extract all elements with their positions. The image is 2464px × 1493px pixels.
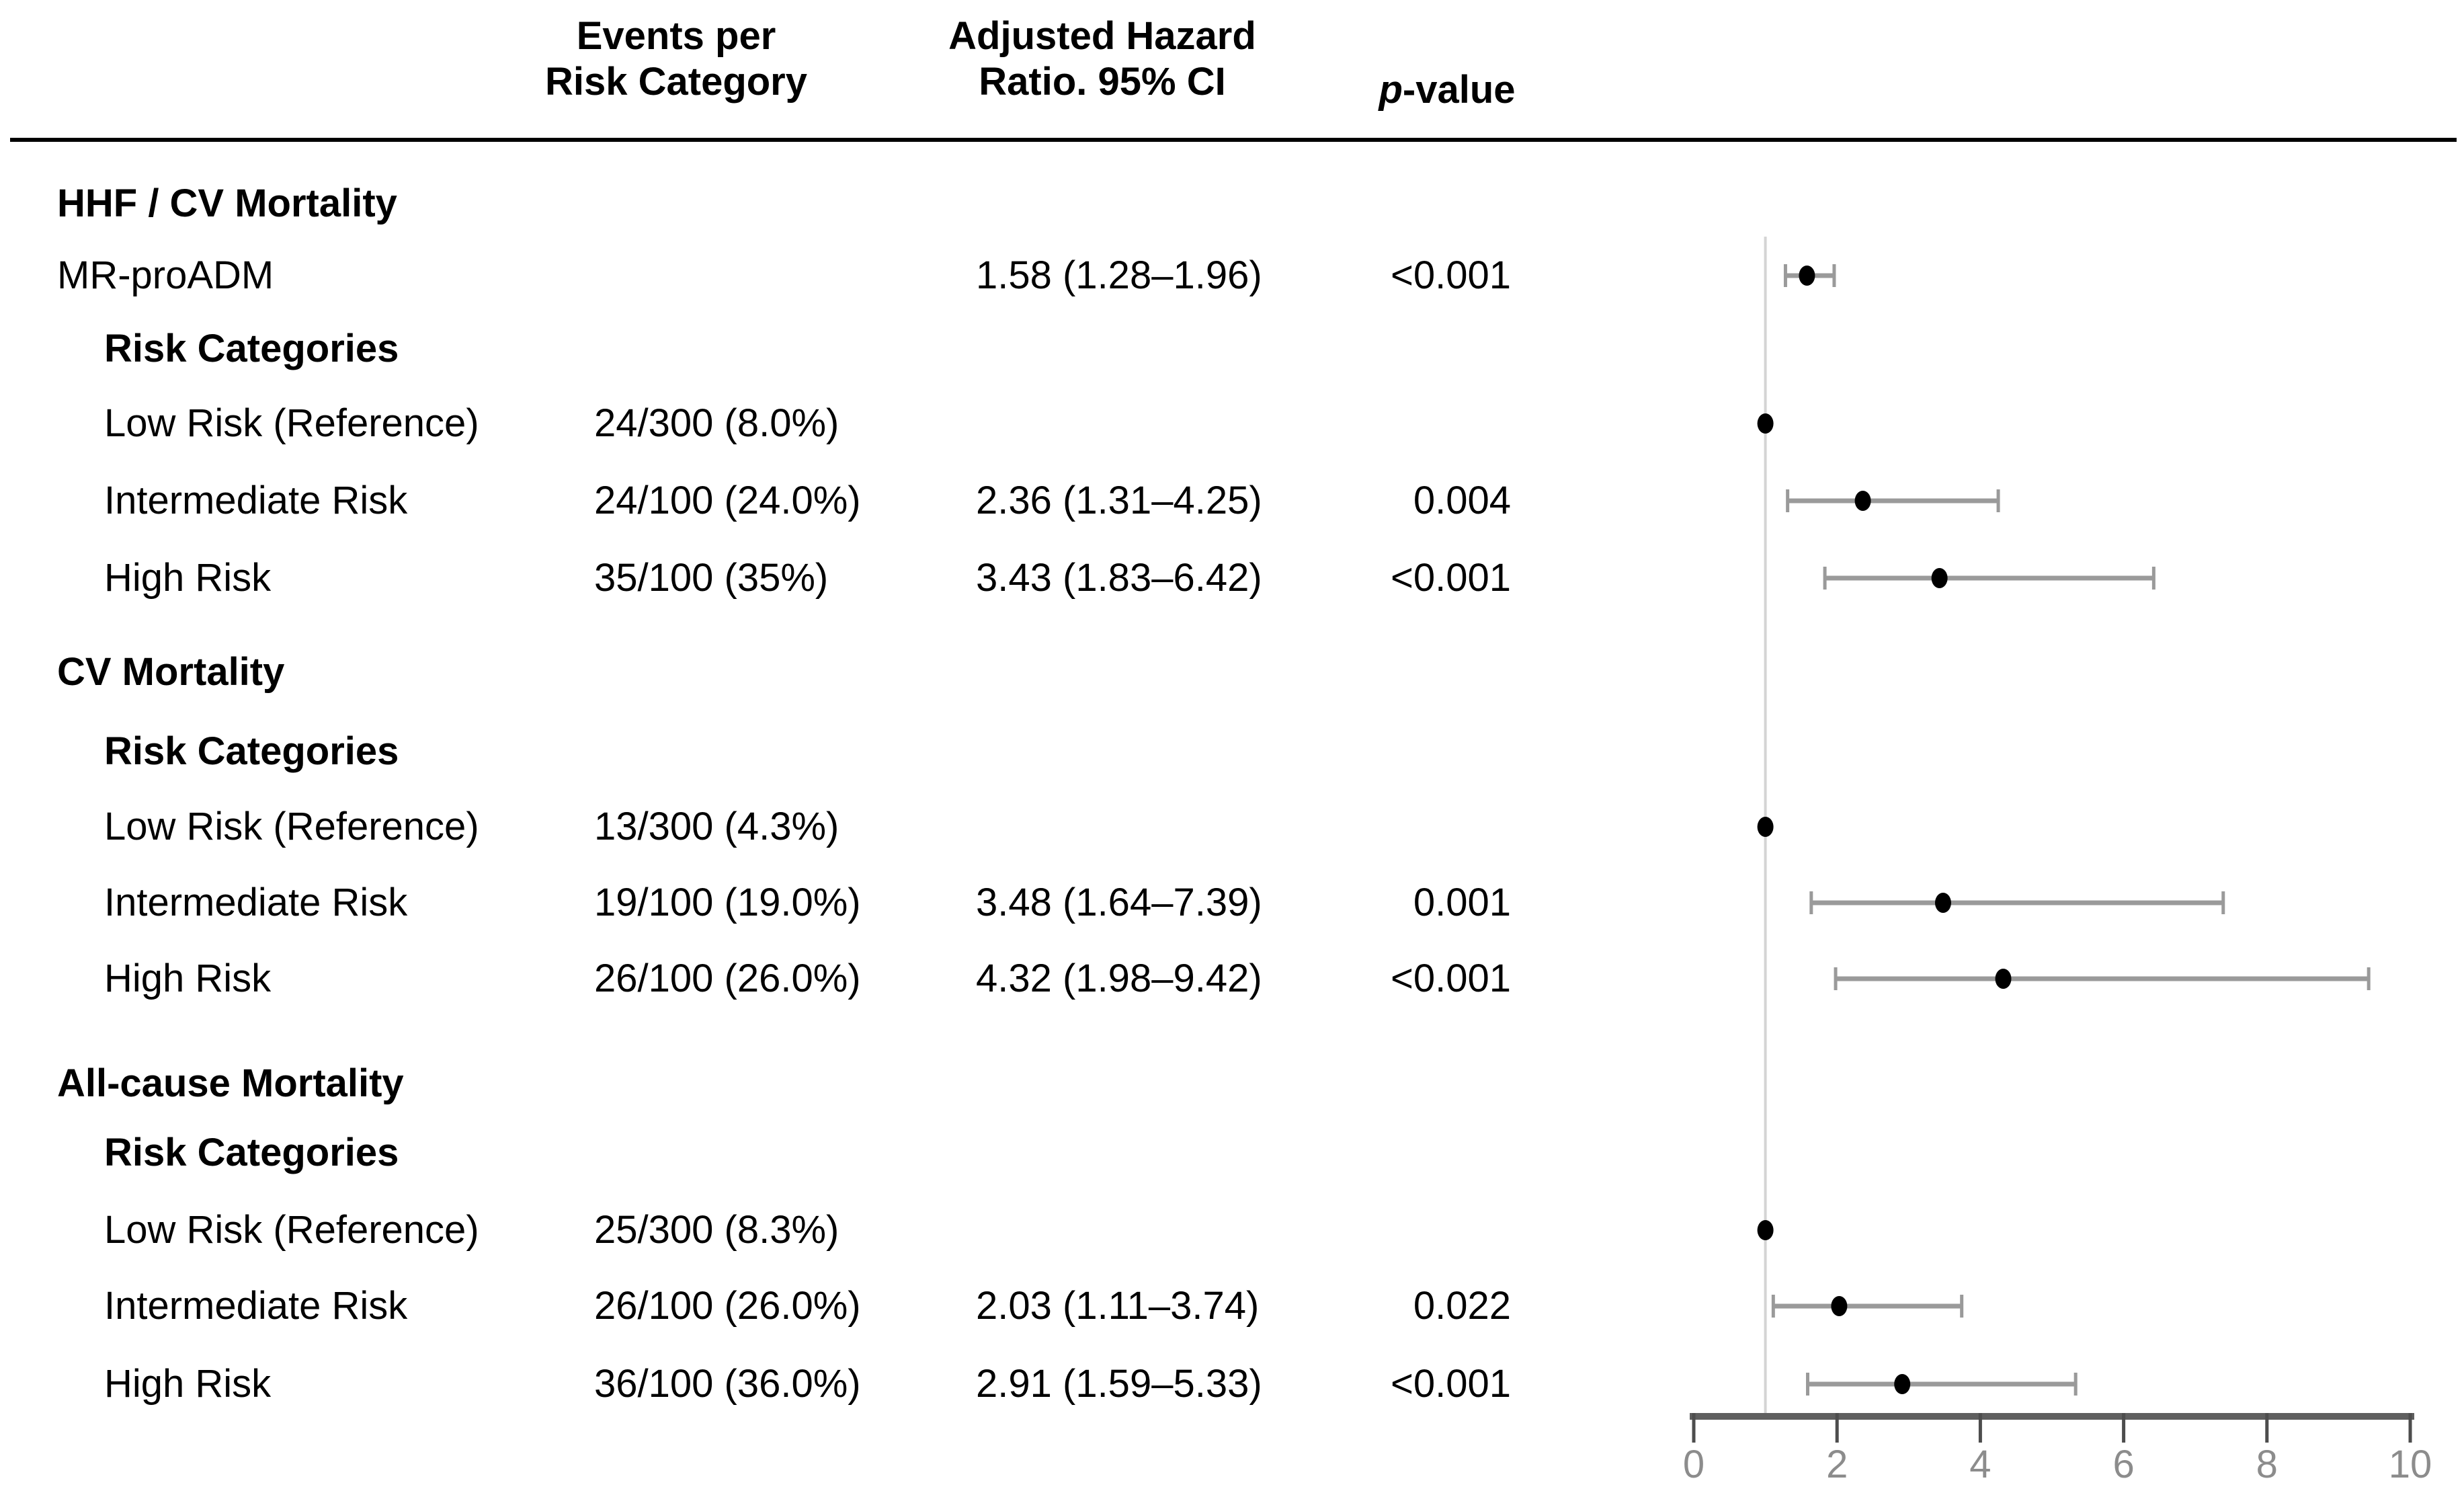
hazard-ratio-marker (1831, 1296, 1848, 1316)
row-section-title: HHF / CV Mortality (57, 181, 397, 225)
row-pvalue: <0.001 (1390, 253, 1511, 297)
hazard-ratio-marker (1757, 413, 1774, 434)
row-events-value: 25/300 (8.3%) (594, 1208, 839, 1252)
column-header-hazard-line2: Ratio. 95% CI (979, 60, 1226, 104)
column-header-events: Events per Risk Category (475, 13, 878, 105)
hazard-ratio-marker (1854, 491, 1871, 511)
row-pvalue: <0.001 (1390, 556, 1511, 600)
hazard-ratio-marker (1934, 893, 1951, 913)
row-events-value: 36/100 (36.0%) (594, 1362, 861, 1406)
row-pvalue: <0.001 (1390, 1362, 1511, 1406)
x-axis-tick-label: 6 (2112, 1443, 2134, 1486)
x-axis-tick-label: 0 (1683, 1443, 1705, 1486)
column-header-hazard-ratio: Adjusted Hazard Ratio. 95% CI (901, 13, 1304, 105)
row-pvalue: 0.022 (1413, 1284, 1511, 1328)
column-header-pvalue-italic: p (1379, 68, 1403, 112)
row-subheader: Risk Categories (104, 327, 399, 370)
row-subheader: Risk Categories (104, 1131, 399, 1174)
row-hazard-ratio-value: 2.03 (1.11–3.74) (976, 1284, 1260, 1328)
column-header-events-line1: Events per (576, 14, 776, 58)
x-axis-tick-label: 4 (1969, 1443, 1991, 1486)
row-label: Intermediate Risk (104, 881, 408, 924)
hazard-ratio-marker (1894, 1374, 1911, 1394)
hazard-ratio-marker (1757, 1220, 1774, 1240)
row-hazard-ratio-value: 2.36 (1.31–4.25) (976, 479, 1262, 522)
row-label: Low Risk (Reference) (104, 805, 479, 848)
row-events-value: 26/100 (26.0%) (594, 957, 861, 1000)
column-header-hazard-line1: Adjusted Hazard (948, 14, 1256, 58)
row-hazard-ratio-value: 2.91 (1.59–5.33) (976, 1362, 1262, 1406)
row-label: Intermediate Risk (104, 1284, 408, 1328)
row-label: High Risk (104, 957, 272, 1000)
row-label: High Risk (104, 556, 272, 600)
column-header-pvalue-rest: -value (1402, 68, 1516, 112)
row-hazard-ratio-value: 3.48 (1.64–7.39) (976, 881, 1262, 924)
row-label: Low Risk (Reference) (104, 401, 479, 445)
row-section-title: All-cause Mortality (57, 1061, 404, 1105)
x-axis-tick-label: 8 (2256, 1443, 2278, 1486)
row-events-value: 19/100 (19.0%) (594, 881, 861, 924)
hazard-ratio-marker (1995, 969, 2012, 989)
row-events-value: 26/100 (26.0%) (594, 1284, 861, 1328)
row-hazard-ratio-value: 1.58 (1.28–1.96) (976, 253, 1262, 297)
row-label: High Risk (104, 1362, 272, 1406)
x-axis (1690, 1413, 2414, 1420)
row-pvalue: 0.004 (1413, 479, 1511, 522)
column-header-pvalue: p-value (1313, 67, 1582, 113)
x-axis-tick-label: 10 (2389, 1443, 2432, 1486)
row-section-title: CV Mortality (57, 650, 285, 694)
row-subheader: Risk Categories (104, 729, 399, 773)
row-hazard-ratio-value: 4.32 (1.98–9.42) (976, 957, 1262, 1000)
row-events-value: 35/100 (35%) (594, 556, 829, 600)
row-events-value: 13/300 (4.3%) (594, 805, 839, 848)
row-events-value: 24/100 (24.0%) (594, 479, 861, 522)
row-pvalue: 0.001 (1413, 881, 1511, 924)
x-axis-tick-label: 2 (1826, 1443, 1848, 1486)
row-label: Intermediate Risk (104, 479, 408, 522)
row-events-value: 24/300 (8.0%) (594, 401, 839, 445)
row-label: MR-proADM (57, 253, 274, 297)
hazard-ratio-marker (1931, 568, 1948, 588)
row-pvalue: <0.001 (1390, 957, 1511, 1000)
hazard-ratio-marker (1757, 817, 1774, 837)
column-header-events-line2: Risk Category (544, 60, 808, 104)
hazard-ratio-marker (1799, 266, 1815, 286)
row-hazard-ratio-value: 3.43 (1.83–6.42) (976, 556, 1262, 600)
row-label: Low Risk (Reference) (104, 1208, 479, 1252)
header-rule (10, 138, 2457, 142)
